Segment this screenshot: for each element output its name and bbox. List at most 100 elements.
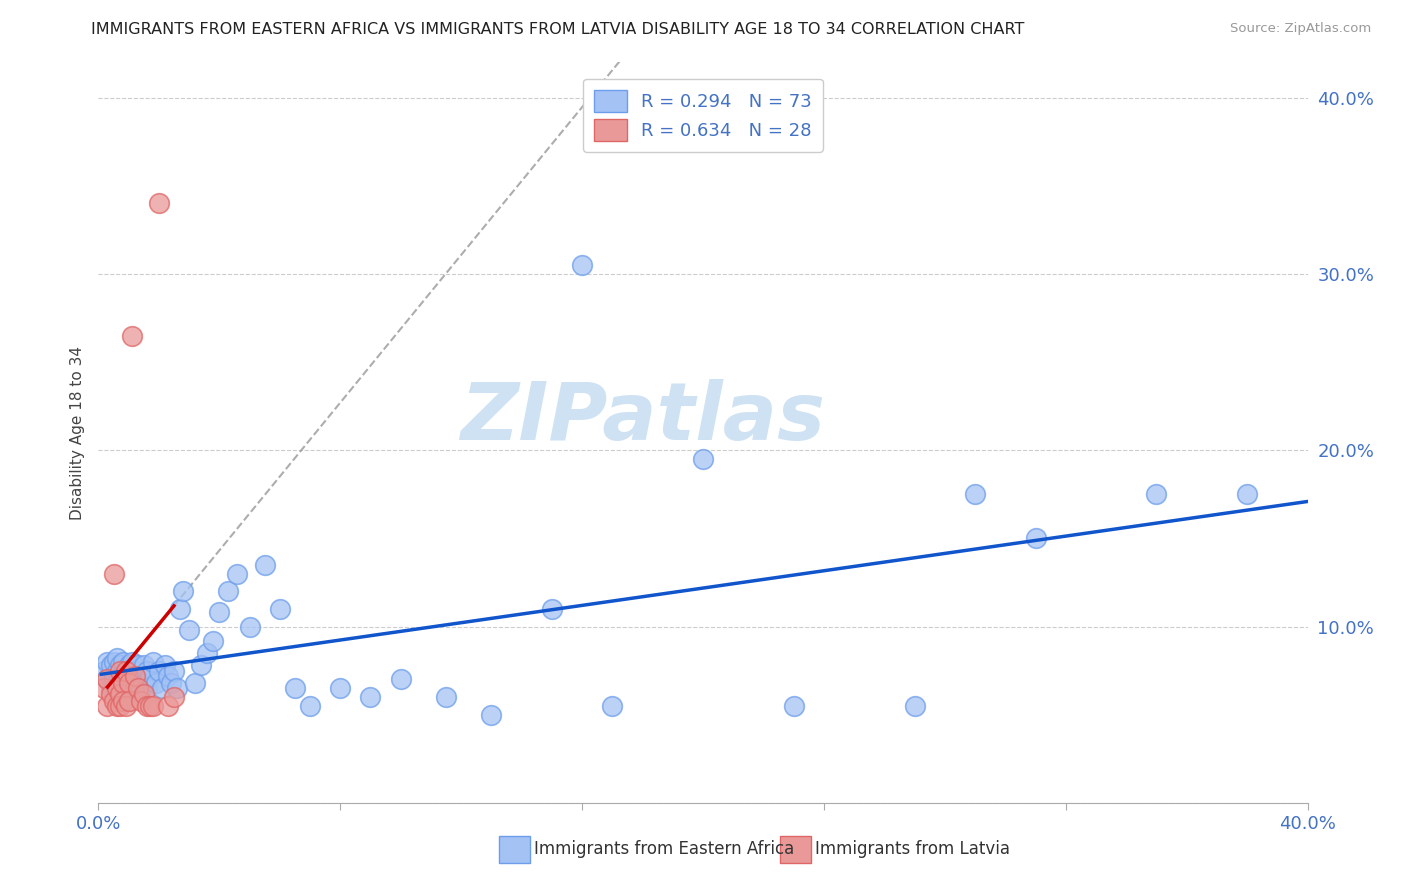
Point	[100, 686, 122, 700]
Point	[195, 646, 218, 660]
Point	[389, 673, 412, 687]
Point	[269, 602, 291, 616]
Point	[1236, 487, 1258, 501]
Point	[124, 681, 146, 696]
Point	[481, 707, 503, 722]
Point	[96, 673, 118, 687]
Point	[153, 658, 176, 673]
Point	[132, 658, 155, 673]
Point	[571, 258, 593, 272]
Point	[226, 566, 249, 581]
Point	[103, 655, 125, 669]
Point	[434, 690, 457, 704]
Point	[1024, 532, 1046, 546]
Point	[540, 602, 562, 616]
Point	[96, 698, 118, 713]
Point	[118, 676, 141, 690]
Point	[139, 669, 162, 683]
Point	[904, 698, 927, 713]
Point	[360, 690, 382, 704]
Point	[129, 693, 152, 707]
Point	[156, 698, 179, 713]
Point	[108, 658, 131, 673]
Point	[127, 681, 149, 696]
Point	[124, 664, 146, 678]
Point	[142, 655, 165, 669]
Point	[111, 681, 134, 696]
Point	[139, 698, 162, 713]
Point	[118, 658, 141, 673]
Point	[105, 664, 128, 678]
Point	[184, 676, 207, 690]
Point	[239, 619, 262, 633]
Point	[156, 669, 179, 683]
Point	[111, 676, 134, 690]
Point	[127, 658, 149, 673]
Y-axis label: Disability Age 18 to 34: Disability Age 18 to 34	[69, 345, 84, 520]
Point	[172, 584, 194, 599]
Point	[108, 698, 131, 713]
Point	[132, 676, 155, 690]
Point	[166, 681, 188, 696]
Point	[150, 681, 173, 696]
Point	[103, 669, 125, 683]
Point	[96, 673, 118, 687]
Point	[1144, 487, 1167, 501]
Point	[135, 664, 157, 678]
Point	[142, 698, 165, 713]
Point	[284, 681, 307, 696]
Point	[169, 602, 191, 616]
Point	[190, 658, 212, 673]
Point	[100, 681, 122, 696]
Point	[124, 669, 146, 683]
Text: Immigrants from Latvia: Immigrants from Latvia	[815, 840, 1011, 858]
Point	[163, 664, 186, 678]
Point	[118, 681, 141, 696]
Point	[121, 676, 143, 690]
Point	[253, 558, 276, 572]
Point	[108, 664, 131, 678]
Point	[105, 681, 128, 696]
Legend: R = 0.294   N = 73, R = 0.634   N = 28: R = 0.294 N = 73, R = 0.634 N = 28	[583, 78, 823, 152]
Point	[129, 669, 152, 683]
Point	[965, 487, 987, 501]
Point	[329, 681, 352, 696]
Point	[127, 676, 149, 690]
Point	[105, 698, 128, 713]
Point	[114, 698, 136, 713]
Point	[114, 676, 136, 690]
Text: Source: ZipAtlas.com: Source: ZipAtlas.com	[1230, 22, 1371, 36]
Point	[202, 633, 225, 648]
Point	[96, 655, 118, 669]
Point	[108, 676, 131, 690]
Point	[160, 676, 183, 690]
Point	[93, 664, 115, 678]
Point	[135, 681, 157, 696]
Point	[299, 698, 322, 713]
Text: IMMIGRANTS FROM EASTERN AFRICA VS IMMIGRANTS FROM LATVIA DISABILITY AGE 18 TO 34: IMMIGRANTS FROM EASTERN AFRICA VS IMMIGR…	[91, 22, 1025, 37]
Point	[114, 664, 136, 678]
Point	[602, 698, 624, 713]
Point	[105, 681, 128, 696]
Point	[179, 623, 201, 637]
Point	[208, 606, 231, 620]
Point	[114, 664, 136, 678]
Point	[121, 328, 143, 343]
Point	[103, 693, 125, 707]
Point	[148, 196, 170, 211]
Point	[103, 676, 125, 690]
Point	[163, 690, 186, 704]
Point	[111, 667, 134, 681]
Point	[132, 686, 155, 700]
Point	[111, 693, 134, 707]
Point	[105, 651, 128, 665]
Point	[129, 681, 152, 696]
Text: Immigrants from Eastern Africa: Immigrants from Eastern Africa	[534, 840, 794, 858]
Point	[103, 566, 125, 581]
Point	[217, 584, 239, 599]
Point	[135, 698, 157, 713]
Point	[148, 664, 170, 678]
Point	[118, 669, 141, 683]
Point	[118, 693, 141, 707]
Point	[121, 655, 143, 669]
